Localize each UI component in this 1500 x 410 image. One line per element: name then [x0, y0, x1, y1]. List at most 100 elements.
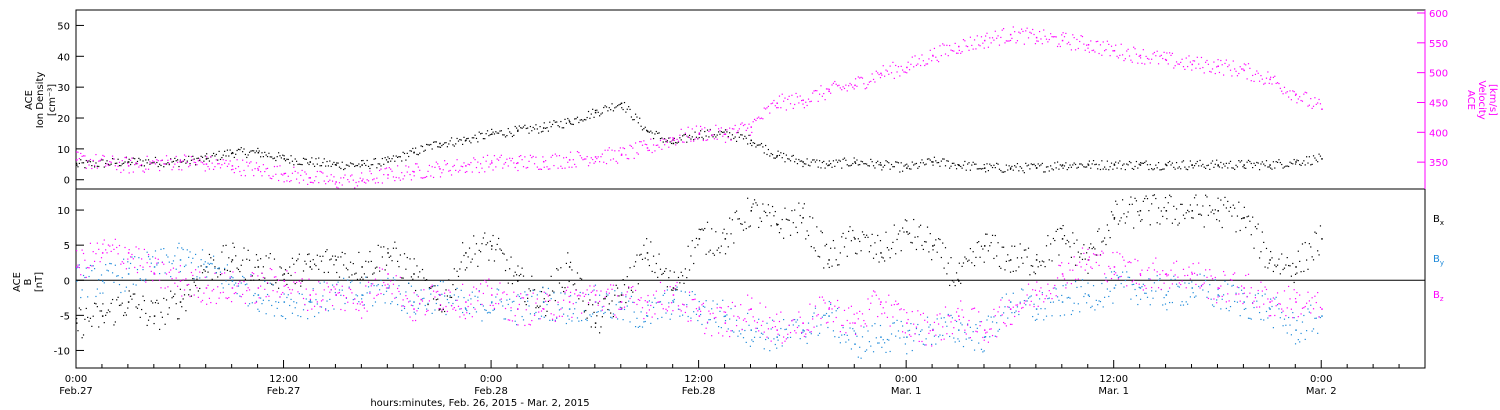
- sample-point: [482, 237, 484, 239]
- sample-point: [524, 291, 526, 293]
- sample-point: [890, 72, 893, 74]
- sample-point: [787, 337, 789, 339]
- sample-point: [1203, 166, 1205, 168]
- sample-point: [181, 169, 183, 171]
- sample-point: [1014, 245, 1016, 247]
- sample-point: [820, 317, 822, 320]
- sample-point: [937, 238, 940, 240]
- sample-point: [1245, 274, 1247, 277]
- sample-point: [522, 275, 525, 277]
- sample-point: [579, 154, 581, 157]
- sample-point: [344, 253, 346, 255]
- sample-point: [996, 37, 998, 39]
- sample-point: [181, 295, 183, 297]
- sample-point: [712, 300, 714, 302]
- sample-point: [784, 161, 786, 163]
- sample-point: [413, 292, 415, 294]
- sample-point: [913, 66, 915, 68]
- sample-point: [294, 158, 296, 160]
- sample-point: [215, 272, 217, 274]
- sample-point: [212, 152, 215, 155]
- sample-point: [1135, 295, 1138, 297]
- sample-point: [341, 161, 343, 163]
- sample-point: [1138, 163, 1140, 165]
- sample-point: [590, 291, 592, 294]
- sample-point: [1159, 223, 1161, 225]
- sample-point: [770, 152, 772, 155]
- sample-point: [1157, 287, 1160, 289]
- sample-point: [1180, 61, 1182, 64]
- sample-point: [452, 284, 454, 286]
- sample-point: [751, 131, 753, 134]
- sample-point: [1045, 295, 1048, 297]
- data-point: [1035, 259, 1038, 261]
- sample-point: [1297, 98, 1299, 100]
- sample-point: [1120, 217, 1122, 219]
- sample-point: [1066, 239, 1068, 242]
- sample-point: [154, 163, 157, 165]
- sample-point: [475, 243, 478, 245]
- sample-point: [1061, 165, 1063, 167]
- sample-point: [583, 295, 585, 297]
- sample-point: [998, 168, 1001, 170]
- sample-point: [399, 156, 401, 158]
- sample-point: [600, 156, 602, 158]
- sample-point: [340, 308, 342, 311]
- sample-point: [327, 271, 330, 273]
- sample-point: [621, 107, 623, 109]
- sample-point: [989, 328, 991, 330]
- sample-point: [363, 273, 365, 275]
- sample-point: [1056, 45, 1059, 48]
- data-point: [906, 336, 908, 338]
- sample-point: [398, 156, 400, 158]
- sample-point: [928, 326, 930, 328]
- sample-point: [226, 264, 229, 266]
- sample-point: [233, 156, 235, 159]
- sample-point: [367, 261, 370, 263]
- sample-point: [1254, 297, 1257, 299]
- sample-point: [946, 44, 948, 46]
- sample-point: [95, 253, 97, 255]
- sample-point: [232, 168, 234, 170]
- sample-point: [860, 76, 862, 78]
- sample-point: [218, 297, 220, 299]
- sample-point: [1034, 165, 1037, 167]
- sample-point: [1170, 54, 1172, 56]
- sample-point: [246, 161, 248, 163]
- sample-point: [1236, 166, 1239, 168]
- sample-point: [944, 321, 947, 323]
- sample-point: [1126, 50, 1128, 52]
- sample-point: [972, 251, 974, 253]
- sample-point: [201, 156, 204, 158]
- sample-point: [871, 73, 873, 75]
- sample-point: [134, 256, 136, 258]
- sample-point: [1007, 169, 1009, 171]
- sample-point: [1256, 161, 1258, 164]
- sample-point: [854, 252, 857, 254]
- sample-point: [146, 262, 148, 264]
- sample-point: [276, 307, 278, 310]
- sample-point: [170, 158, 172, 161]
- data-point: [724, 315, 727, 317]
- sample-point: [309, 260, 312, 262]
- sample-point: [549, 299, 551, 302]
- sample-point: [497, 303, 500, 305]
- sample-point: [1097, 230, 1099, 232]
- sample-point: [482, 156, 484, 158]
- sample-point: [1276, 292, 1279, 294]
- sample-point: [896, 161, 898, 163]
- sample-point: [315, 176, 317, 178]
- sample-point: [118, 161, 121, 163]
- sample-point: [975, 163, 977, 165]
- sample-point: [571, 269, 573, 271]
- sample-point: [691, 136, 693, 138]
- sample-point: [762, 333, 764, 335]
- sample-point: [634, 142, 637, 144]
- sample-point: [1124, 168, 1126, 171]
- sample-point: [361, 317, 363, 319]
- sample-point: [399, 179, 401, 181]
- data-point: [1191, 287, 1194, 289]
- sample-point: [1189, 160, 1191, 162]
- sample-point: [348, 286, 350, 288]
- sample-point: [392, 155, 395, 157]
